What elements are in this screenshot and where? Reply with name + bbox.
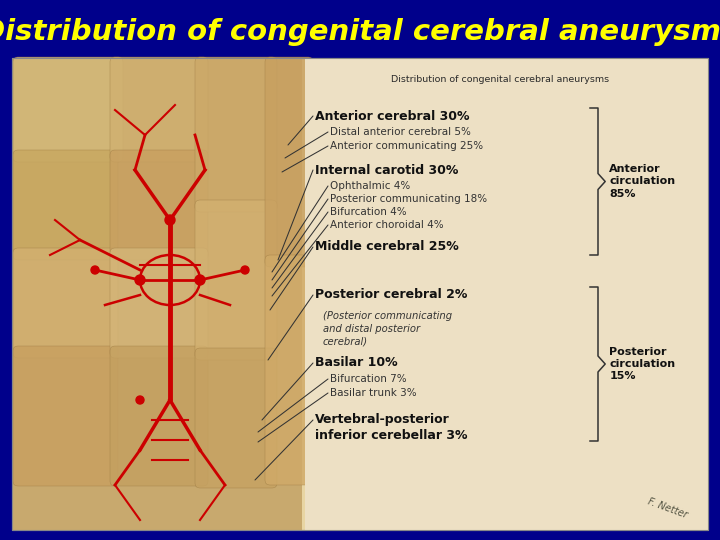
FancyBboxPatch shape: [13, 346, 118, 486]
FancyBboxPatch shape: [13, 248, 118, 358]
FancyBboxPatch shape: [195, 348, 277, 488]
Text: Bifurcation 4%: Bifurcation 4%: [330, 207, 407, 217]
FancyBboxPatch shape: [265, 57, 313, 267]
Text: Distribution of congenital cerebral aneurysms: Distribution of congenital cerebral aneu…: [391, 76, 609, 84]
Text: (Posterior communicating
and distal posterior
cerebral): (Posterior communicating and distal post…: [323, 311, 452, 347]
Text: Distal anterior cerebral 5%: Distal anterior cerebral 5%: [330, 127, 471, 137]
FancyBboxPatch shape: [12, 58, 708, 530]
FancyBboxPatch shape: [110, 248, 208, 358]
Text: Basilar 10%: Basilar 10%: [315, 356, 397, 369]
Text: Anterior communicating 25%: Anterior communicating 25%: [330, 141, 483, 151]
FancyBboxPatch shape: [13, 150, 118, 260]
FancyBboxPatch shape: [305, 58, 708, 530]
FancyBboxPatch shape: [12, 58, 302, 530]
Text: Distribution of congenital cerebral aneurysms: Distribution of congenital cerebral aneu…: [0, 18, 720, 46]
Text: Middle cerebral 25%: Middle cerebral 25%: [315, 240, 459, 253]
Text: Anterior cerebral 30%: Anterior cerebral 30%: [315, 110, 469, 123]
Circle shape: [91, 266, 99, 274]
Circle shape: [165, 215, 175, 225]
Circle shape: [136, 396, 144, 404]
Text: Bifurcation 7%: Bifurcation 7%: [330, 374, 407, 384]
Circle shape: [241, 266, 249, 274]
FancyBboxPatch shape: [110, 57, 208, 162]
Text: Posterior communicating 18%: Posterior communicating 18%: [330, 194, 487, 204]
Text: Posterior
circulation
15%: Posterior circulation 15%: [609, 347, 675, 381]
FancyBboxPatch shape: [110, 150, 208, 260]
FancyBboxPatch shape: [265, 255, 313, 485]
Text: Vertebral-posterior
inferior cerebellar 3%: Vertebral-posterior inferior cerebellar …: [315, 413, 467, 442]
Text: Anterior
circulation
85%: Anterior circulation 85%: [609, 164, 675, 199]
Circle shape: [135, 275, 145, 285]
FancyBboxPatch shape: [195, 200, 277, 360]
Text: Basilar trunk 3%: Basilar trunk 3%: [330, 388, 417, 398]
Text: Ophthalmic 4%: Ophthalmic 4%: [330, 181, 410, 191]
FancyBboxPatch shape: [195, 57, 277, 212]
Text: Internal carotid 30%: Internal carotid 30%: [315, 164, 459, 177]
FancyBboxPatch shape: [13, 57, 123, 162]
FancyBboxPatch shape: [110, 346, 208, 486]
Text: Posterior cerebral 2%: Posterior cerebral 2%: [315, 288, 467, 301]
Circle shape: [195, 275, 205, 285]
Text: F. Netter: F. Netter: [647, 496, 689, 520]
Text: Anterior choroidal 4%: Anterior choroidal 4%: [330, 220, 444, 230]
